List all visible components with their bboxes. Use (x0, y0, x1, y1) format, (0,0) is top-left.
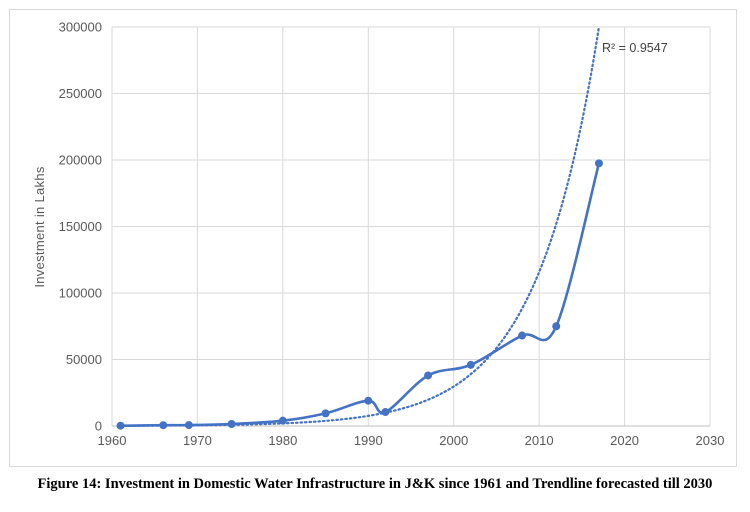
figure-caption: Figure 14: Investment in Domestic Water … (37, 476, 713, 492)
y-tick-label: 200000 (59, 153, 102, 168)
data-point (594, 159, 603, 168)
data-point (381, 408, 390, 417)
series-layer (116, 159, 603, 430)
y-tick-label: 150000 (59, 219, 102, 234)
exponential-trendline (119, 25, 601, 427)
y-tick-label: 100000 (59, 286, 102, 301)
data-point (184, 421, 193, 430)
data-point (159, 421, 168, 430)
y-axis-title: Investment in Lakhs (32, 166, 47, 288)
y-tick-label: 300000 (59, 20, 102, 35)
x-tick-label: 1970 (183, 433, 212, 448)
y-tick-label: 250000 (59, 86, 102, 101)
y-tick-label: 50000 (66, 352, 102, 367)
data-point (227, 420, 236, 428)
series-line (120, 162, 601, 428)
data-point (278, 416, 287, 425)
x-tick-label: 1960 (98, 433, 127, 448)
data-point (321, 409, 330, 418)
axis-layer: 1960 1970 1980 1990 2000 2010 2020 2030 0 50000 10… (59, 20, 725, 449)
data-point (466, 360, 475, 369)
r2-annotation: R² = 0.9547 (602, 41, 668, 55)
data-point (364, 396, 373, 405)
label-layer: Investment in Lakhs R² = 0.9547 (32, 41, 668, 288)
data-point (518, 331, 527, 340)
x-tick-label: 2020 (610, 433, 639, 448)
chart-svg: 1960 1970 1980 1990 2000 2010 2020 2030 0 50000 10… (32, 20, 725, 449)
trendline-layer (119, 25, 601, 427)
x-tick-label: 1980 (268, 433, 297, 448)
data-point (552, 322, 561, 331)
x-tick-label: 2000 (439, 433, 468, 448)
chart-frame (9, 9, 737, 467)
x-tick-label: 2010 (525, 433, 554, 448)
y-tick-label: 0 (95, 419, 102, 434)
grid-layer (111, 26, 711, 427)
data-point (116, 421, 125, 430)
x-tick-label: 2030 (696, 433, 725, 448)
x-tick-label: 1990 (354, 433, 383, 448)
data-point (424, 371, 433, 380)
